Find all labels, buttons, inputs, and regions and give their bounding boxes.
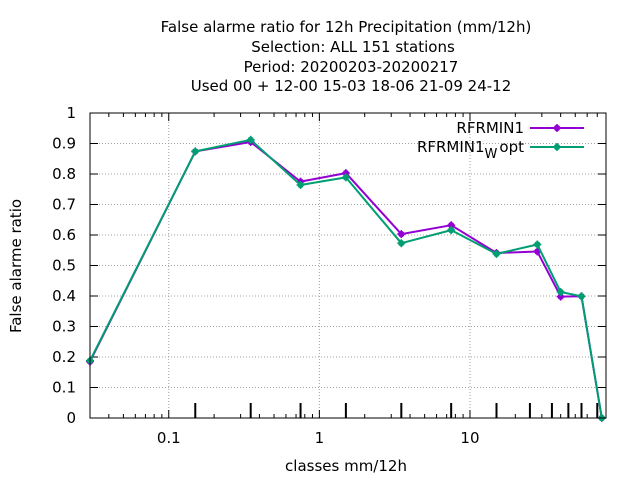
series-rfrmin1-w-opt bbox=[86, 135, 606, 422]
y-tick-label: 0.9 bbox=[52, 135, 76, 153]
y-tick-label: 0.3 bbox=[52, 318, 76, 336]
series-line bbox=[89, 138, 603, 419]
title-line-4: Used 00 + 12-00 15-03 18-06 21-09 24-12 bbox=[191, 77, 512, 95]
legend-label-rfrmin1: RFRMIN1 bbox=[456, 119, 524, 137]
x-tick-labels: 0.1 1 10 bbox=[157, 429, 480, 447]
title-line-1: False alarme ratio for 12h Precipitation… bbox=[161, 18, 532, 36]
plot-frame bbox=[89, 112, 607, 419]
title-line-2: Selection: ALL 151 stations bbox=[251, 38, 455, 56]
x-tick-label: 10 bbox=[460, 429, 479, 447]
y-tick-label: 0.5 bbox=[52, 257, 76, 275]
x-tick-label: 0.1 bbox=[157, 429, 181, 447]
y-tick-label: 0.6 bbox=[52, 226, 76, 244]
x-tick-label: 1 bbox=[315, 429, 325, 447]
title-line-3: Period: 20200203-20200217 bbox=[244, 58, 459, 76]
legend-subscript-w: W bbox=[485, 147, 498, 162]
axis-ticks bbox=[90, 112, 606, 419]
y-tick-label: 1 bbox=[66, 104, 76, 122]
y-tick-label: 0.8 bbox=[52, 165, 76, 183]
grid-lines bbox=[90, 113, 606, 418]
y-tick-label: 0.1 bbox=[52, 379, 76, 397]
y-tick-label: 0.4 bbox=[52, 287, 76, 305]
y-axis-label: False alarme ratio bbox=[7, 199, 25, 333]
legend: RFRMIN1 RFRMIN1W opt bbox=[417, 119, 584, 162]
legend-label-rfrmin1-w-opt: RFRMIN1W opt bbox=[417, 138, 524, 162]
chart-title: False alarme ratio for 12h Precipitation… bbox=[161, 18, 532, 95]
y-tick-labels: 0 0.1 0.2 0.3 0.4 0.5 0.6 0.7 0.8 0.9 1 bbox=[52, 104, 76, 427]
y-tick-label: 0 bbox=[66, 409, 76, 427]
legend-suffix-opt: opt bbox=[499, 138, 524, 156]
x-axis-label: classes mm/12h bbox=[285, 457, 407, 475]
series-layer bbox=[86, 135, 606, 422]
y-tick-label: 0.2 bbox=[52, 348, 76, 366]
y-tick-label: 0.7 bbox=[52, 196, 76, 214]
series-line bbox=[89, 141, 603, 419]
